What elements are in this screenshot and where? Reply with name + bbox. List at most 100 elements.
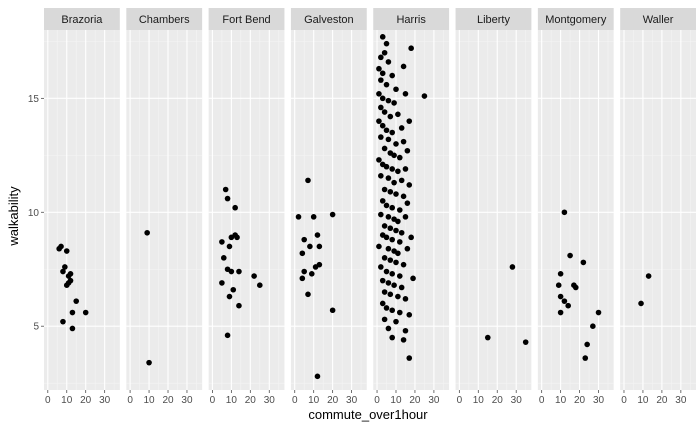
data-point xyxy=(389,129,396,136)
data-point xyxy=(561,209,568,216)
data-point xyxy=(236,302,242,309)
x-tick-label: 0 xyxy=(127,395,133,406)
y-tick-label: 10 xyxy=(28,208,40,219)
data-point xyxy=(219,239,225,245)
data-point xyxy=(393,141,399,147)
facet-panel xyxy=(620,30,696,390)
data-point xyxy=(638,300,644,307)
data-point xyxy=(398,284,405,291)
facet-strip xyxy=(455,8,532,30)
data-point xyxy=(387,257,394,263)
facet-strip-label: Brazoria xyxy=(61,14,103,26)
data-point xyxy=(381,255,388,261)
data-point xyxy=(381,316,388,323)
data-point xyxy=(378,54,384,61)
x-tick-label: 20 xyxy=(245,395,257,406)
data-point xyxy=(400,138,407,145)
x-tick-label: 30 xyxy=(593,395,605,406)
x-tick-label: 0 xyxy=(210,395,216,406)
data-point xyxy=(62,264,68,270)
data-point xyxy=(224,332,231,339)
data-point xyxy=(391,152,397,159)
data-point xyxy=(376,90,382,97)
data-point xyxy=(402,296,409,302)
data-point xyxy=(58,243,64,250)
data-point xyxy=(402,327,409,334)
data-point xyxy=(381,49,388,56)
data-point xyxy=(391,100,397,106)
x-tick-label: 20 xyxy=(492,395,504,406)
data-point xyxy=(232,204,238,211)
x-tick-label: 30 xyxy=(428,395,440,406)
data-point xyxy=(391,282,397,288)
x-tick-label: 20 xyxy=(574,395,586,406)
data-point xyxy=(400,337,407,343)
data-point xyxy=(383,202,390,209)
facet-strip xyxy=(44,8,120,30)
data-point xyxy=(316,261,323,268)
facet-strip-label: Chambers xyxy=(139,14,190,26)
data-point xyxy=(555,282,562,288)
data-point xyxy=(595,309,602,316)
data-point xyxy=(396,309,403,316)
data-point xyxy=(387,113,394,120)
data-point xyxy=(567,252,573,259)
data-point xyxy=(396,154,403,161)
data-point xyxy=(398,125,405,131)
facet-panel xyxy=(208,30,285,390)
data-point xyxy=(385,214,392,220)
data-point xyxy=(389,334,396,341)
data-point xyxy=(385,175,392,181)
data-point xyxy=(63,282,70,288)
data-point xyxy=(582,355,589,361)
data-point xyxy=(396,207,403,213)
data-point xyxy=(396,273,403,279)
data-point xyxy=(383,305,390,311)
data-point xyxy=(82,309,89,316)
data-point xyxy=(406,312,413,318)
data-point xyxy=(402,166,409,172)
data-point xyxy=(389,307,396,314)
data-point xyxy=(408,234,414,241)
x-tick-label: 20 xyxy=(327,395,339,406)
data-point xyxy=(557,309,564,316)
data-point xyxy=(387,225,394,232)
data-point xyxy=(395,293,401,300)
facet-strip xyxy=(290,8,367,30)
data-point xyxy=(389,166,396,172)
facet-strip xyxy=(126,8,203,30)
data-point xyxy=(379,70,386,77)
data-point xyxy=(219,280,225,286)
data-point xyxy=(385,136,392,143)
facet-strip xyxy=(620,8,696,30)
data-point xyxy=(73,298,80,304)
data-point xyxy=(385,97,392,104)
facet-panel xyxy=(290,30,367,390)
x-tick-label: 10 xyxy=(637,395,649,406)
data-point xyxy=(226,293,233,300)
x-tick-label: 20 xyxy=(409,395,421,406)
x-tick-label: 20 xyxy=(80,395,92,406)
data-point xyxy=(146,359,152,366)
facet-panel xyxy=(537,30,614,390)
data-point xyxy=(584,341,590,348)
data-point xyxy=(295,214,302,220)
data-point xyxy=(398,229,405,236)
data-point xyxy=(378,77,384,83)
data-point xyxy=(376,118,382,124)
data-point xyxy=(308,270,315,277)
data-point xyxy=(69,325,76,332)
x-tick-label: 30 xyxy=(99,395,111,406)
facet-panel xyxy=(455,30,532,390)
data-point xyxy=(385,59,392,65)
data-point xyxy=(378,264,384,270)
data-point xyxy=(63,248,70,254)
x-tick-label: 0 xyxy=(457,395,463,406)
data-point xyxy=(396,239,403,245)
data-point xyxy=(381,223,388,229)
data-point xyxy=(301,268,308,275)
data-point xyxy=(385,245,392,252)
data-point xyxy=(400,193,407,200)
data-point xyxy=(389,204,396,211)
data-point xyxy=(398,177,405,184)
